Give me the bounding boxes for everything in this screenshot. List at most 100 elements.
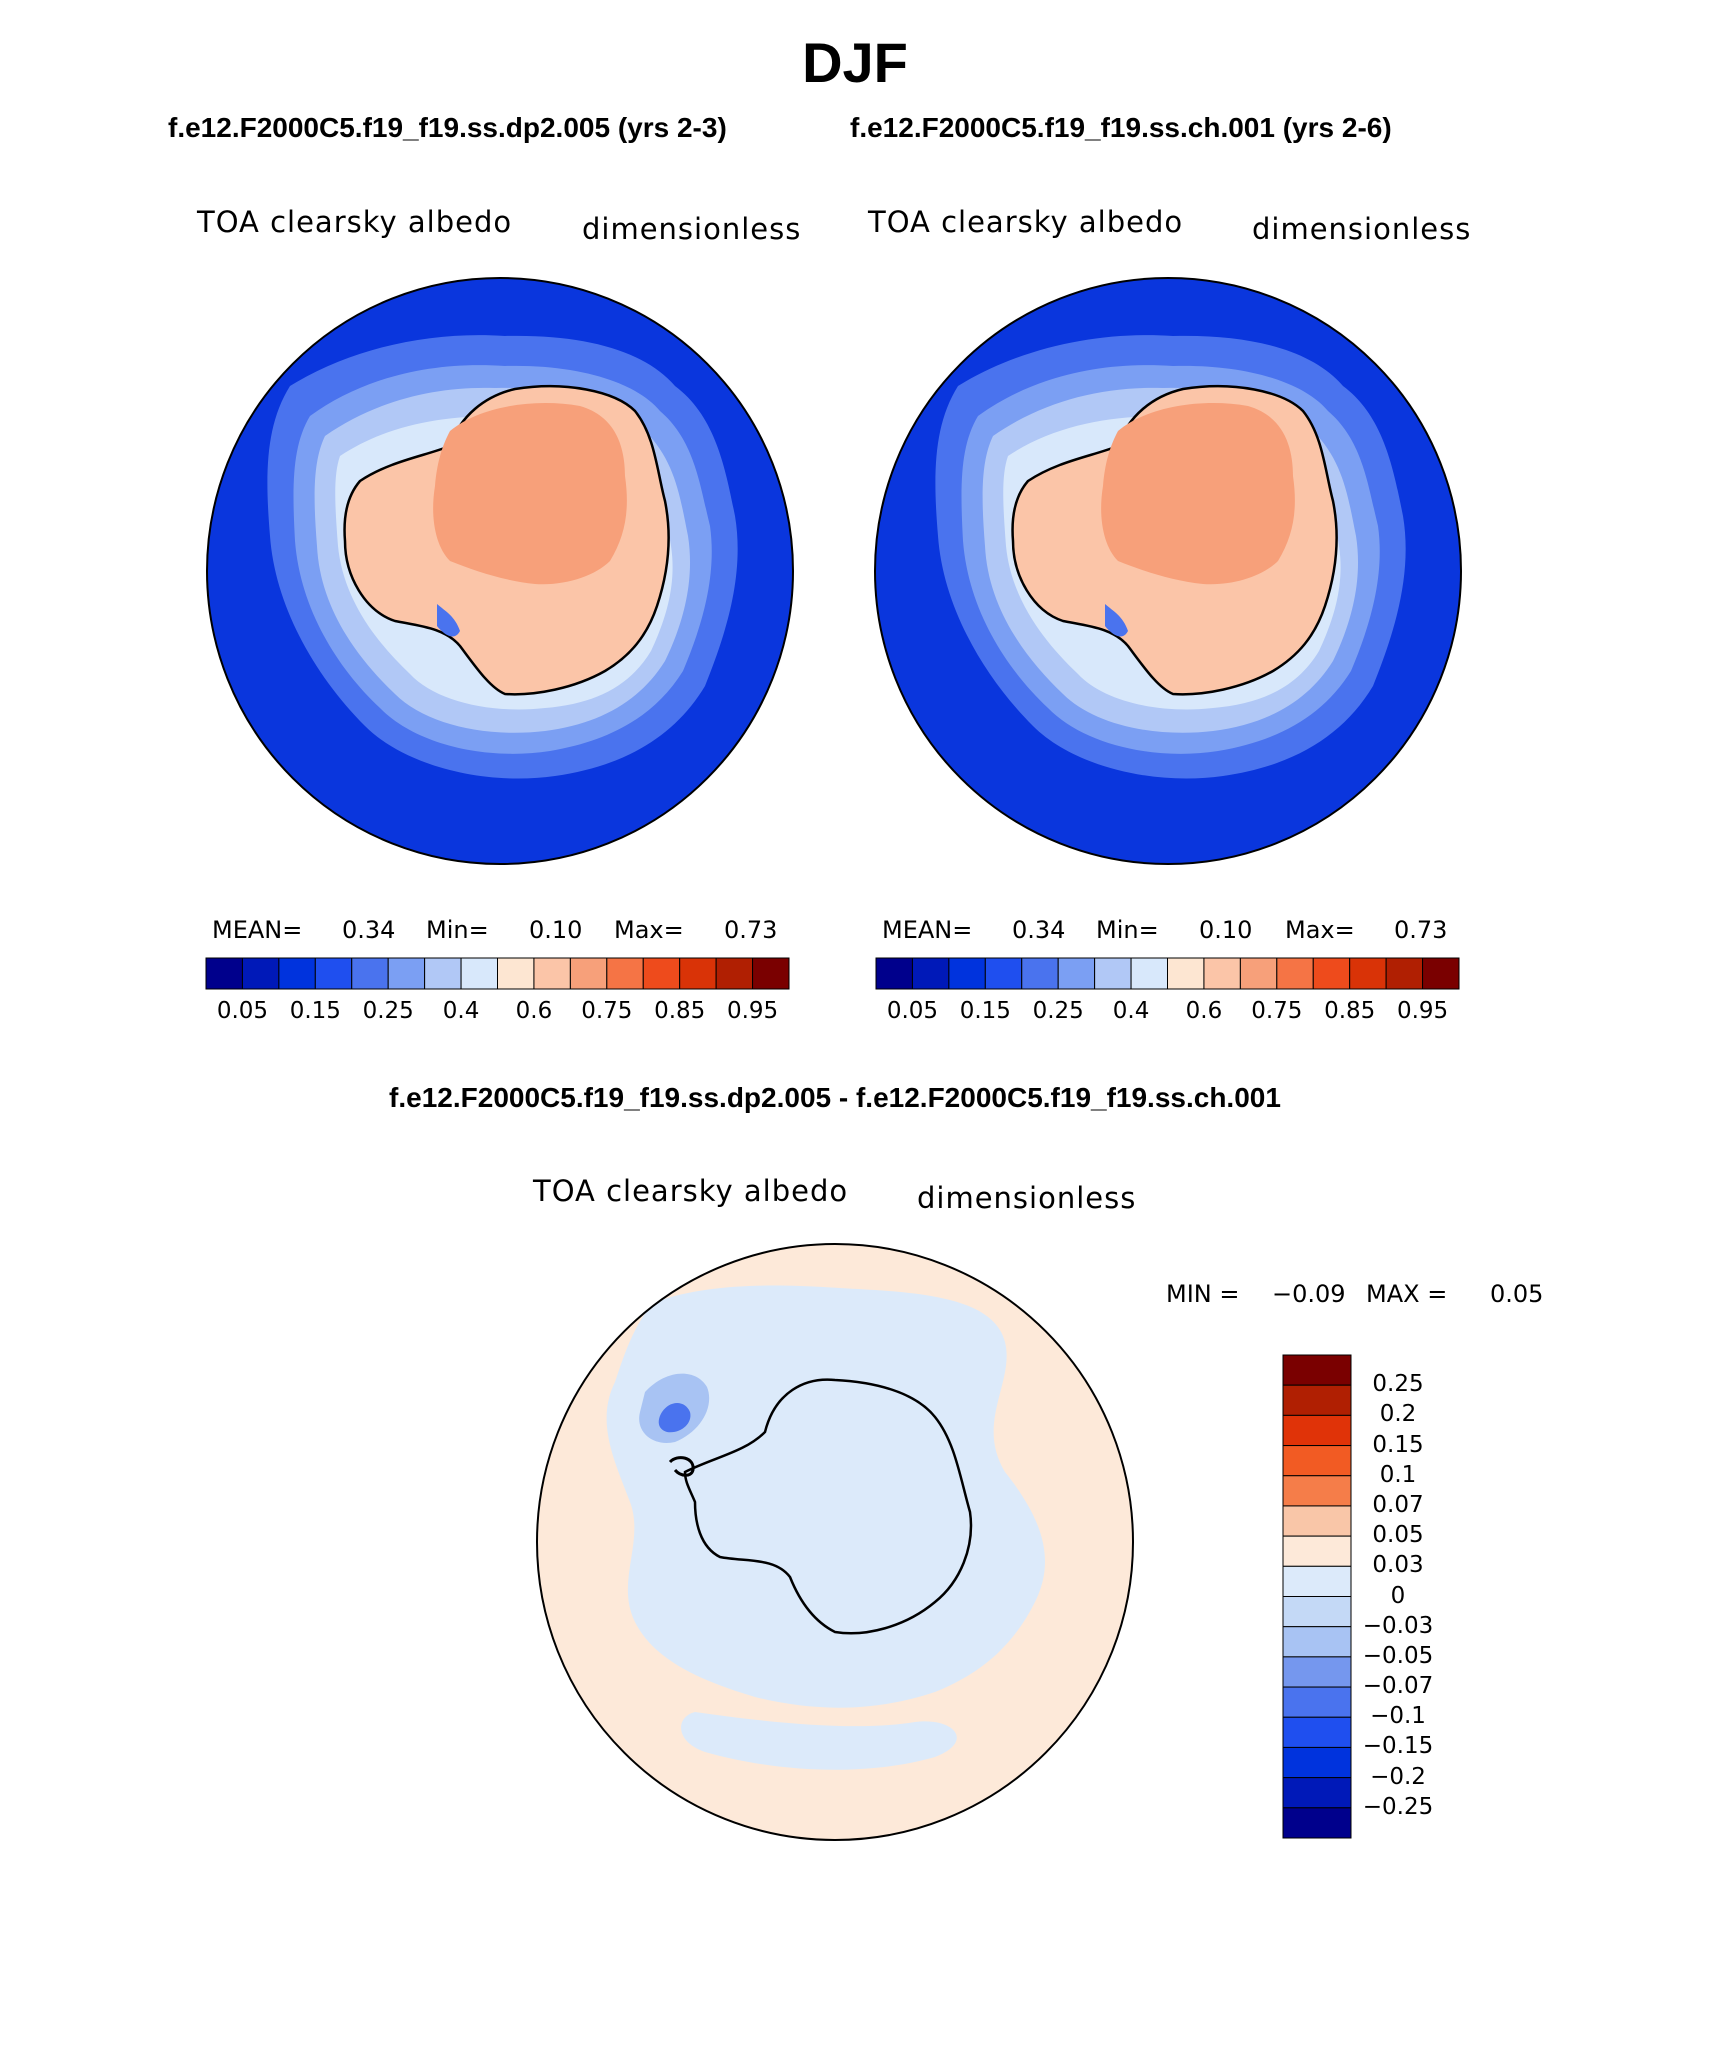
colorbar-swatch [278, 957, 316, 990]
colorbar-tick-label: 0.05 [216, 998, 269, 1024]
colorbar-diff [1282, 1354, 1352, 1839]
colorbar-swatch [1312, 957, 1351, 990]
colorbar-swatch [1282, 1626, 1352, 1658]
panel2-max-value: 0.73 [1394, 916, 1448, 944]
diff-max-label: MAX = [1366, 1280, 1448, 1308]
colorbar-swatch [1282, 1777, 1352, 1809]
colorbar-tick-label: 0.05 [1372, 1522, 1424, 1549]
figure-title: DJF [802, 31, 908, 94]
panel1-min-label: Min= [426, 916, 489, 944]
colorbar-swatch [314, 957, 353, 990]
diff-min-label: MIN = [1166, 1280, 1240, 1308]
diff-min-value: −0.09 [1272, 1280, 1346, 1308]
subtitle-left: f.e12.F2000C5.f19_f19.ss.dp2.005 (yrs 2-… [168, 112, 727, 143]
colorbar-tick-label: 0.6 [1185, 998, 1223, 1024]
colorbar-tick-label: −0.25 [1362, 1793, 1434, 1820]
colorbar-tick-label: 0.85 [1324, 998, 1376, 1024]
colorbar-tick-label: 0.85 [654, 998, 706, 1024]
colorbar-tick-label: 0.25 [1372, 1371, 1424, 1398]
colorbar-tick-label: −0.07 [1362, 1673, 1434, 1700]
colorbar-swatch [1282, 1656, 1352, 1688]
colorbar-swatch [1276, 957, 1314, 990]
colorbar-tick-label: 0.6 [515, 998, 553, 1024]
colorbar-swatch [1282, 1414, 1352, 1447]
colorbar-swatch [984, 957, 1023, 990]
colorbar-tick-label: 0.75 [581, 998, 633, 1024]
colorbar-swatch [387, 957, 426, 990]
colorbar-tick-label: 0.95 [1396, 998, 1449, 1024]
subtitle-right: f.e12.F2000C5.f19_f19.ss.ch.001 (yrs 2-6… [850, 112, 1392, 143]
colorbar-swatch [1349, 957, 1387, 990]
colorbar-tick-label: 0.1 [1379, 1461, 1417, 1488]
colorbar-tick-label: 0.15 [1372, 1431, 1424, 1458]
colorbar-swatch [875, 957, 913, 990]
colorbar-tick-label: 0.4 [442, 998, 480, 1024]
colorbar-swatch [1239, 957, 1278, 990]
colorbar-swatch [1282, 1596, 1352, 1628]
diff-units-label: dimensionless [917, 1181, 1137, 1215]
colorbar-tick-label: 0.2 [1379, 1401, 1417, 1428]
coast-detail [668, 1456, 695, 1477]
colorbar-swatch [497, 957, 535, 990]
colorbar-tick-label: −0.1 [1370, 1703, 1426, 1730]
colorbar-swatch [1021, 957, 1059, 990]
colorbar-tick-label: 0.75 [1251, 998, 1303, 1024]
negative-difference-area [606, 1285, 1045, 1708]
panel1-mean-label: MEAN= [212, 916, 303, 944]
colorbar-swatch [1282, 1686, 1352, 1718]
colorbar-swatch [1282, 1807, 1352, 1839]
colorbar-swatch [1282, 1505, 1352, 1537]
colorbar-swatch [752, 957, 790, 990]
colorbar-swatch [642, 957, 681, 990]
colorbar-tick-label: 0.25 [362, 998, 414, 1024]
colorbar-swatch [424, 957, 462, 990]
panel2-min-value: 0.10 [1199, 916, 1253, 944]
panel1-max-label: Max= [614, 916, 684, 944]
colorbar-swatch [1385, 957, 1424, 990]
panel2-max-label: Max= [1285, 916, 1355, 944]
colorbar-swatch [1203, 957, 1241, 990]
negative-difference-south [681, 1712, 957, 1770]
colorbar-swatch [911, 957, 950, 990]
panel1-min-value: 0.10 [529, 916, 583, 944]
antarctica-outline [683, 1378, 973, 1635]
panel1-units-label: dimensionless [582, 212, 802, 246]
colorbar-tick-label: 0.07 [1372, 1491, 1424, 1518]
panel1-mean-value: 0.34 [342, 916, 396, 944]
colorbar-panel-2 [875, 957, 1460, 990]
colorbar-swatch [1282, 1565, 1352, 1597]
colorbar-swatch [205, 957, 243, 990]
panel2-variable-label: TOA clearsky albedo [868, 205, 1184, 239]
colorbar-swatch [606, 957, 644, 990]
colorbar-swatch [1057, 957, 1096, 990]
colorbar-swatch [1130, 957, 1168, 990]
colorbar-swatch [1422, 957, 1460, 990]
colorbar-swatch [533, 957, 571, 990]
colorbar-swatch [460, 957, 498, 990]
colorbar-tick-label: 0.15 [959, 998, 1011, 1024]
colorbar-tick-label: 0 [1390, 1582, 1406, 1609]
colorbar-swatch [1282, 1746, 1352, 1779]
bay-dark [1105, 604, 1128, 637]
colorbar-tick-label: 0.05 [886, 998, 939, 1024]
map-panel-diff [536, 1243, 1134, 1841]
colorbar-swatch [1094, 957, 1132, 990]
colorbar-swatch [241, 957, 280, 990]
colorbar-tick-label: 0.03 [1372, 1552, 1424, 1579]
colorbar-swatch [569, 957, 608, 990]
colorbar-swatch [1282, 1475, 1352, 1507]
colorbar-swatch [1282, 1354, 1352, 1386]
colorbar-tick-label: 0.95 [726, 998, 779, 1024]
colorbar-panel-1 [205, 957, 790, 990]
colorbar-swatch [1282, 1716, 1352, 1748]
colorbar-swatch [1167, 957, 1205, 990]
colorbar-tick-label: −0.03 [1362, 1612, 1434, 1639]
colorbar-swatch [1282, 1535, 1352, 1567]
bay-dark [437, 604, 460, 637]
panel1-variable-label: TOA clearsky albedo [197, 205, 513, 239]
diff-max-value: 0.05 [1490, 1280, 1544, 1308]
colorbar-tick-label: 0.4 [1112, 998, 1150, 1024]
map-panel-1 [206, 277, 794, 865]
colorbar-tick-label: −0.2 [1370, 1763, 1426, 1790]
colorbar-swatch [1282, 1384, 1352, 1416]
